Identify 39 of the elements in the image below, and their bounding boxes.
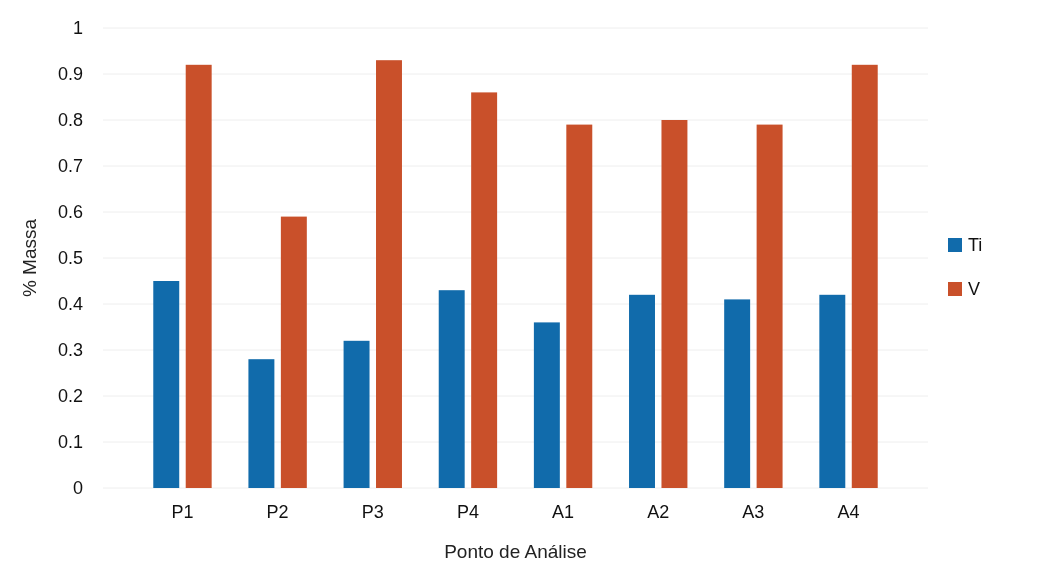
bar bbox=[438, 290, 465, 488]
bar bbox=[248, 359, 275, 488]
x-tick-label: P3 bbox=[361, 502, 384, 522]
y-tick-label: 0.9 bbox=[57, 64, 83, 85]
x-tick-label: P4 bbox=[456, 502, 479, 522]
bar bbox=[661, 120, 688, 488]
legend-label: Ti bbox=[968, 235, 983, 256]
y-tick-label: 0.5 bbox=[57, 248, 83, 269]
bar bbox=[533, 322, 560, 488]
bar bbox=[376, 60, 402, 488]
x-tick-label: A4 bbox=[837, 502, 860, 522]
bar bbox=[185, 64, 212, 488]
x-axis-title: Ponto de Análise bbox=[444, 541, 587, 562]
y-tick-label: 0.2 bbox=[57, 386, 83, 407]
bar bbox=[819, 294, 846, 488]
bar bbox=[471, 92, 498, 488]
y-tick-label: 0.8 bbox=[57, 110, 83, 131]
x-tick-label: P1 bbox=[171, 502, 194, 522]
x-tick-label: P2 bbox=[266, 502, 289, 522]
bar bbox=[343, 340, 370, 488]
y-tick-label: 0.4 bbox=[57, 294, 83, 315]
y-tick-label: 0.3 bbox=[57, 340, 83, 361]
y-tick-label: 0.7 bbox=[57, 156, 83, 177]
y-tick-label: 0.6 bbox=[57, 202, 83, 223]
bar bbox=[629, 294, 655, 488]
bar bbox=[851, 64, 878, 488]
x-tick-label: A1 bbox=[552, 502, 575, 522]
bar bbox=[280, 216, 307, 488]
x-tick-label: A2 bbox=[647, 502, 670, 522]
legend-label: V bbox=[968, 279, 981, 300]
x-tick-label: A3 bbox=[742, 502, 765, 522]
y-axis-title: % Massa bbox=[19, 218, 40, 298]
y-tick-label: 0.1 bbox=[57, 432, 83, 453]
bar bbox=[566, 124, 593, 488]
y-tick-label: 1 bbox=[72, 18, 83, 39]
bar bbox=[724, 299, 751, 488]
bar bbox=[153, 281, 180, 488]
y-tick-label: 0 bbox=[72, 478, 83, 499]
bar bbox=[756, 124, 783, 488]
